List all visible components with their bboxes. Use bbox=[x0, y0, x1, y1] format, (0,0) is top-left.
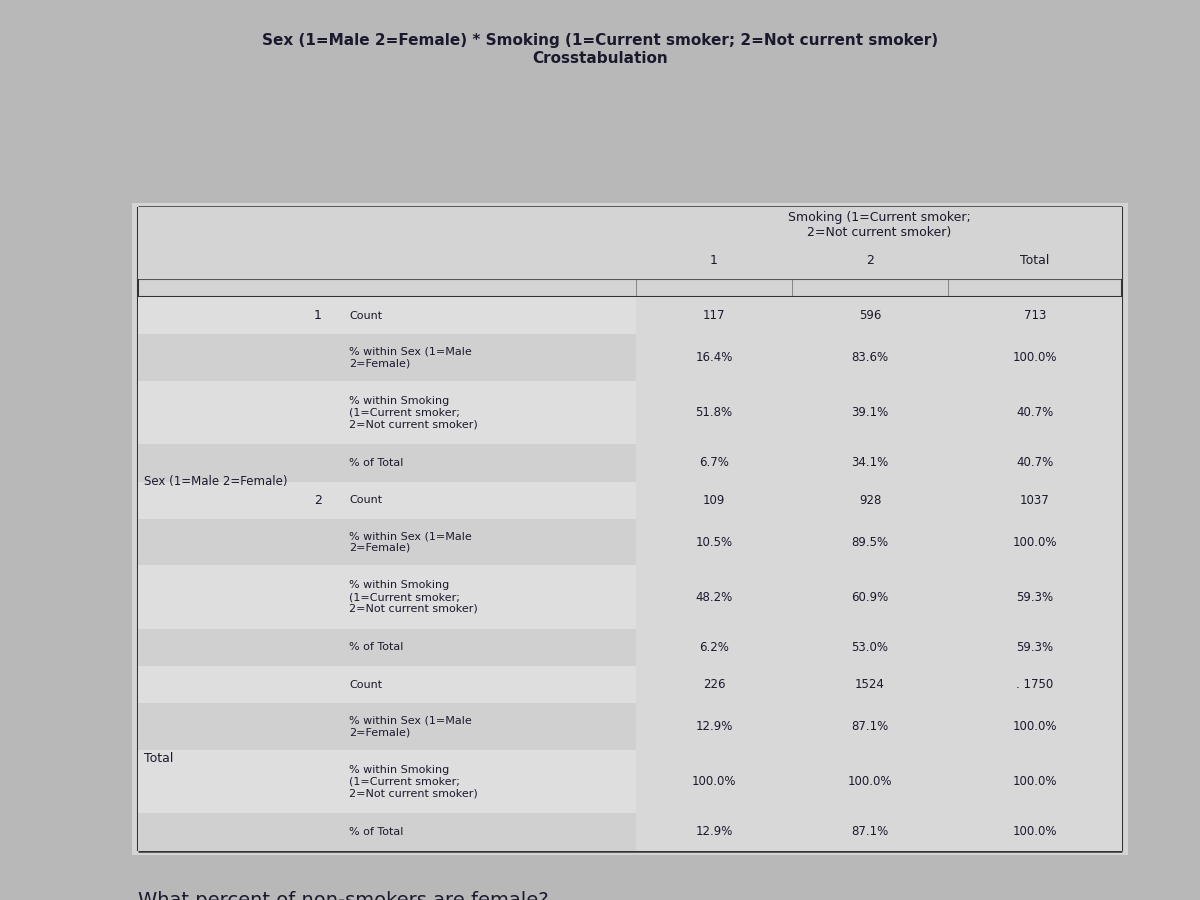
Text: 16.4%: 16.4% bbox=[695, 351, 733, 364]
Text: 1: 1 bbox=[314, 309, 322, 322]
Text: 83.6%: 83.6% bbox=[852, 351, 888, 364]
Text: 1: 1 bbox=[710, 255, 718, 267]
Text: 10.5%: 10.5% bbox=[696, 536, 732, 549]
Text: % within Sex (1=Male
2=Female): % within Sex (1=Male 2=Female) bbox=[349, 346, 472, 368]
Text: 53.0%: 53.0% bbox=[852, 641, 888, 654]
Text: % within Smoking
(1=Current smoker;
2=Not current smoker): % within Smoking (1=Current smoker; 2=No… bbox=[349, 396, 478, 429]
Text: Count: Count bbox=[349, 680, 383, 689]
Text: 12.9%: 12.9% bbox=[695, 825, 733, 839]
Text: Count: Count bbox=[349, 495, 383, 505]
Text: 928: 928 bbox=[859, 493, 881, 507]
Text: Total: Total bbox=[144, 752, 173, 765]
Text: 48.2%: 48.2% bbox=[695, 590, 733, 604]
Text: 51.8%: 51.8% bbox=[696, 406, 732, 419]
Text: % of Total: % of Total bbox=[349, 458, 403, 468]
Text: 100.0%: 100.0% bbox=[691, 775, 737, 788]
Text: Sex (1=Male 2=Female) * Smoking (1=Current smoker; 2=Not current smoker): Sex (1=Male 2=Female) * Smoking (1=Curre… bbox=[262, 33, 938, 48]
Text: 12.9%: 12.9% bbox=[695, 720, 733, 733]
Text: 89.5%: 89.5% bbox=[852, 536, 888, 549]
Text: % of Total: % of Total bbox=[349, 643, 403, 652]
Text: 2: 2 bbox=[866, 255, 874, 267]
Text: 109: 109 bbox=[703, 493, 725, 507]
Text: Sex (1=Male 2=Female): Sex (1=Male 2=Female) bbox=[144, 475, 288, 488]
Text: % within Sex (1=Male
2=Female): % within Sex (1=Male 2=Female) bbox=[349, 716, 472, 737]
Text: 100.0%: 100.0% bbox=[1013, 536, 1057, 549]
Text: 100.0%: 100.0% bbox=[1013, 720, 1057, 733]
Text: 117: 117 bbox=[703, 309, 725, 322]
Text: 713: 713 bbox=[1024, 309, 1046, 322]
Text: 87.1%: 87.1% bbox=[851, 720, 889, 733]
Text: Crosstabulation: Crosstabulation bbox=[532, 51, 668, 66]
Text: 226: 226 bbox=[703, 678, 725, 691]
Text: 40.7%: 40.7% bbox=[1016, 406, 1054, 419]
Text: 59.3%: 59.3% bbox=[1016, 641, 1054, 654]
Text: . 1750: . 1750 bbox=[1016, 678, 1054, 691]
Text: 596: 596 bbox=[859, 309, 881, 322]
Text: % within Sex (1=Male
2=Female): % within Sex (1=Male 2=Female) bbox=[349, 531, 472, 553]
Text: % within Smoking
(1=Current smoker;
2=Not current smoker): % within Smoking (1=Current smoker; 2=No… bbox=[349, 580, 478, 614]
Text: Smoking (1=Current smoker;
2=Not current smoker): Smoking (1=Current smoker; 2=Not current… bbox=[787, 211, 971, 239]
Text: 100.0%: 100.0% bbox=[1013, 825, 1057, 839]
Text: Count: Count bbox=[349, 310, 383, 320]
Text: 40.7%: 40.7% bbox=[1016, 456, 1054, 470]
Text: 2: 2 bbox=[314, 493, 322, 507]
Text: 1037: 1037 bbox=[1020, 493, 1050, 507]
Text: 100.0%: 100.0% bbox=[847, 775, 893, 788]
Text: 87.1%: 87.1% bbox=[851, 825, 889, 839]
Text: 6.7%: 6.7% bbox=[700, 456, 728, 470]
Text: 100.0%: 100.0% bbox=[1013, 775, 1057, 788]
Text: What percent of non-smokers are female?: What percent of non-smokers are female? bbox=[138, 890, 548, 900]
Text: 6.2%: 6.2% bbox=[700, 641, 728, 654]
Text: 34.1%: 34.1% bbox=[851, 456, 889, 470]
Text: 59.3%: 59.3% bbox=[1016, 590, 1054, 604]
Text: 1524: 1524 bbox=[856, 678, 884, 691]
Text: 39.1%: 39.1% bbox=[851, 406, 889, 419]
Text: % of Total: % of Total bbox=[349, 827, 403, 837]
Text: 100.0%: 100.0% bbox=[1013, 351, 1057, 364]
Text: 60.9%: 60.9% bbox=[851, 590, 889, 604]
Text: Total: Total bbox=[1020, 255, 1050, 267]
Text: % within Smoking
(1=Current smoker;
2=Not current smoker): % within Smoking (1=Current smoker; 2=No… bbox=[349, 765, 478, 798]
